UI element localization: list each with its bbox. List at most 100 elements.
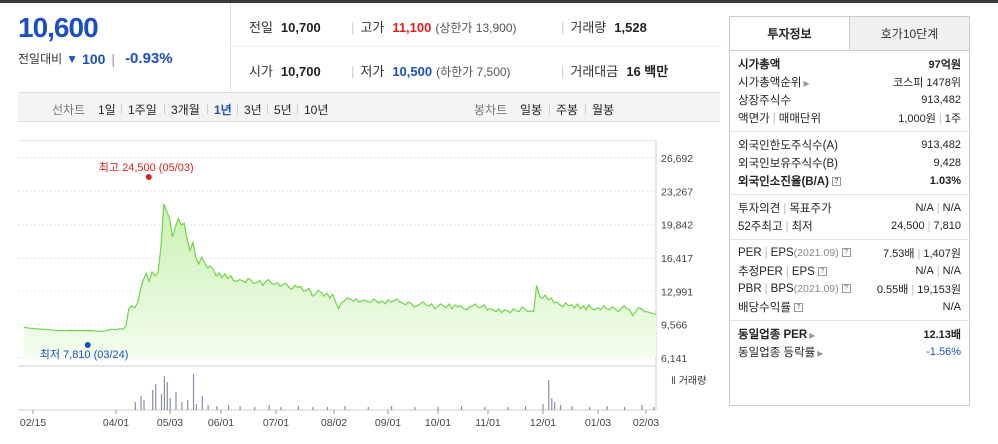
tab-investment-info[interactable]: 투자정보: [730, 17, 850, 50]
investment-info-panel: 투자정보 호가10단계 시가총액 97억원 시가총액순위 ▶ 코스피 1478위 상장주식…: [729, 16, 970, 406]
arrow-right-icon[interactable]: ▶: [803, 79, 810, 88]
volume-bar: [559, 405, 562, 410]
info-value-text: 코스피 1478위: [892, 77, 961, 89]
info-value-text: 97억원: [928, 59, 961, 71]
extreme-markers: 최고 24,500 (05/03) 최저 7,810 (03/24): [40, 161, 194, 361]
x-tick-label: 04/01: [103, 417, 129, 429]
candle-weekly[interactable]: 주봉: [556, 103, 579, 117]
panel-tabs: 투자정보 호가10단계: [730, 17, 969, 51]
info-value: 7.53배 | 1,407원: [883, 245, 961, 261]
info-row: 투자의견 | 목표주가 N/A | N/A: [738, 199, 961, 217]
price-line: [23, 203, 657, 332]
info-value-text: 1.03%: [929, 175, 961, 187]
x-tick-label: 08/02: [321, 417, 347, 429]
info-label-text-2: EPS: [770, 247, 794, 259]
period-3m[interactable]: 3개월: [171, 103, 200, 117]
price-chart[interactable]: 26,692 23,267 19,842 16,417 12,991 9,566 6,141…: [18, 140, 720, 444]
volume-bar: [192, 374, 195, 410]
volume-bar: [254, 407, 256, 410]
volume-bar: [326, 407, 329, 410]
info-value-text: 913,482: [921, 94, 961, 106]
info-label: 외국인소진율(B/A)?: [738, 173, 841, 189]
info-label-period: (2021.09): [793, 283, 839, 295]
info-label-text-2: BPS: [770, 283, 794, 295]
info-value-text: N/A: [942, 301, 961, 313]
candle-monthly[interactable]: 월봉: [592, 103, 615, 117]
high-price: | 고가 11,100 (상한가 13,900): [351, 20, 517, 35]
foreign-ownership-section: 외국인한도주식수(A) 913,482 외국인보유주식수(B) 9,428 외국인소진율…: [730, 132, 969, 195]
trade-amount: | 거래대금 16 백만: [561, 64, 669, 79]
arrow-right-icon[interactable]: ▶: [817, 349, 824, 358]
info-label-text: 추정PER: [738, 266, 783, 278]
x-tick-label: 06/01: [208, 417, 234, 429]
separator: |: [936, 202, 940, 214]
volume-bar: [216, 406, 218, 410]
period-10y[interactable]: 10년: [304, 103, 329, 117]
info-row: 상장주식수 913,482: [738, 91, 961, 109]
volume-bar: [606, 406, 608, 410]
info-label-text: 동일업종 등락률: [738, 347, 816, 359]
separator: |: [785, 221, 789, 233]
help-icon[interactable]: ?: [793, 303, 803, 313]
info-value: 코스피 1478위: [893, 74, 961, 90]
volume-bar: [624, 407, 626, 410]
volume-bar: [524, 406, 527, 410]
volume-bar: [460, 406, 463, 410]
period-5y[interactable]: 5년: [274, 103, 292, 117]
separator: |: [785, 266, 789, 278]
info-value-text-2: N/A: [942, 265, 961, 277]
volume-bar: [297, 406, 299, 410]
info-label-text: PER: [738, 247, 762, 259]
volume-bar: [207, 405, 209, 410]
help-icon[interactable]: ?: [831, 177, 841, 187]
tab-order-book[interactable]: 호가10단계: [850, 17, 969, 50]
volume-bar: [152, 390, 154, 410]
arrow-right-icon[interactable]: ▶: [809, 331, 816, 340]
candle-daily[interactable]: 일봉: [520, 103, 543, 117]
volume-bar: [551, 398, 553, 410]
volume-bar: [195, 404, 197, 410]
change-amount: 100: [82, 50, 106, 67]
info-label-text: 액면가: [738, 113, 770, 125]
info-label-text-2: EPS: [791, 266, 815, 278]
volume-bar: [542, 404, 544, 410]
y-tick-label: 6,141: [661, 353, 687, 365]
help-icon[interactable]: ?: [817, 267, 827, 277]
volume-bar: [653, 407, 655, 410]
volume-bar: [181, 402, 183, 410]
period-1w[interactable]: 1주일: [128, 103, 157, 117]
volume-bar: [589, 407, 591, 410]
info-value: N/A: [943, 301, 961, 313]
y-tick-label: 23,267: [661, 186, 693, 198]
low-price: | 저가 10,500 (하한가 7,500): [351, 64, 511, 79]
volume-bar: [143, 400, 145, 410]
info-value: 0.55배 | 19,153원: [877, 281, 961, 297]
separator: |: [927, 220, 931, 232]
period-bar: 선차트 1일 | 1주일 | 3개월 | 1년 | 3년 | 5년 | 10년 …: [18, 92, 720, 122]
y-axis-labels: 26,692 23,267 19,842 16,417 12,991 9,566 6,141: [661, 153, 693, 365]
period-3y[interactable]: 3년: [244, 103, 262, 117]
info-label: 시가총액: [738, 56, 780, 72]
price-chart-svg[interactable]: 26,692 23,267 19,842 16,417 12,991 9,566 6,141…: [18, 140, 720, 444]
volume-bar: [344, 406, 346, 410]
x-tick-label: 01/03: [585, 417, 611, 429]
x-tick-label: 11/01: [475, 417, 501, 429]
period-1y[interactable]: 1년: [214, 103, 232, 117]
info-value: 913,482: [921, 139, 961, 151]
volume-bar: [175, 392, 177, 410]
volume-bar: [227, 405, 230, 410]
info-value-text-2: 7,810: [933, 220, 961, 232]
y-tick-label: 9,566: [661, 320, 687, 332]
info-label: 외국인한도주식수(A): [738, 137, 838, 153]
high-marker: [145, 174, 152, 180]
period-1d[interactable]: 1일: [98, 103, 116, 117]
info-value: 12.13배: [923, 326, 961, 342]
help-icon[interactable]: ?: [841, 248, 851, 258]
volume-bar: [166, 382, 168, 410]
y-tick-label: 12,991: [661, 286, 693, 298]
info-label: PBR | BPS(2021.09)?: [738, 283, 851, 295]
help-icon[interactable]: ?: [841, 284, 851, 294]
opinion-section: 투자의견 | 목표주가 N/A | N/A 52주최고 | 최저 24,500 | 7,810: [730, 195, 969, 240]
volume-bar: [155, 384, 157, 410]
info-label-text: 외국인보유주식수(B): [738, 158, 838, 170]
